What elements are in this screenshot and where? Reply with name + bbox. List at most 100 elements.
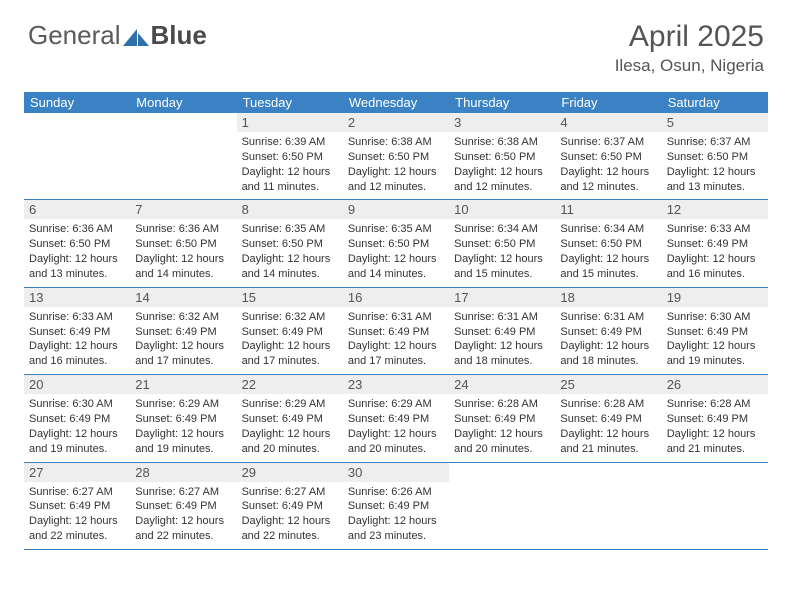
sunrise-text: Sunrise: 6:26 AM bbox=[348, 485, 444, 500]
sunrise-text: Sunrise: 6:27 AM bbox=[135, 485, 231, 500]
calendar-week: 27Sunrise: 6:27 AMSunset: 6:49 PMDayligh… bbox=[24, 463, 768, 550]
calendar-cell: .. bbox=[662, 463, 768, 549]
day-data: Sunrise: 6:34 AMSunset: 6:50 PMDaylight:… bbox=[555, 219, 661, 286]
day-number: 2 bbox=[343, 113, 449, 132]
sunrise-text: Sunrise: 6:30 AM bbox=[667, 310, 763, 325]
day-data: Sunrise: 6:31 AMSunset: 6:49 PMDaylight:… bbox=[343, 307, 449, 374]
sunrise-text: Sunrise: 6:38 AM bbox=[348, 135, 444, 150]
sunset-text: Sunset: 6:49 PM bbox=[560, 325, 656, 340]
sunset-text: Sunset: 6:49 PM bbox=[667, 237, 763, 252]
sunset-text: Sunset: 6:50 PM bbox=[242, 237, 338, 252]
logo: General Blue bbox=[28, 20, 207, 51]
sunrise-text: Sunrise: 6:30 AM bbox=[29, 397, 125, 412]
logo-text-general: General bbox=[28, 20, 121, 50]
calendar-cell: .. bbox=[130, 113, 236, 199]
daylight-text: Daylight: 12 hours and 14 minutes. bbox=[135, 252, 231, 282]
calendar-cell: 1Sunrise: 6:39 AMSunset: 6:50 PMDaylight… bbox=[237, 113, 343, 199]
sunrise-text: Sunrise: 6:36 AM bbox=[135, 222, 231, 237]
day-data: Sunrise: 6:39 AMSunset: 6:50 PMDaylight:… bbox=[237, 132, 343, 199]
sunrise-text: Sunrise: 6:27 AM bbox=[242, 485, 338, 500]
day-number: 22 bbox=[237, 375, 343, 394]
day-data: Sunrise: 6:33 AMSunset: 6:49 PMDaylight:… bbox=[24, 307, 130, 374]
day-data: Sunrise: 6:35 AMSunset: 6:50 PMDaylight:… bbox=[237, 219, 343, 286]
daylight-text: Daylight: 12 hours and 15 minutes. bbox=[560, 252, 656, 282]
calendar-cell: 22Sunrise: 6:29 AMSunset: 6:49 PMDayligh… bbox=[237, 375, 343, 461]
sunset-text: Sunset: 6:50 PM bbox=[454, 237, 550, 252]
sunset-text: Sunset: 6:49 PM bbox=[135, 499, 231, 514]
sunset-text: Sunset: 6:50 PM bbox=[560, 150, 656, 165]
sunrise-text: Sunrise: 6:33 AM bbox=[29, 310, 125, 325]
calendar-cell: 20Sunrise: 6:30 AMSunset: 6:49 PMDayligh… bbox=[24, 375, 130, 461]
sunset-text: Sunset: 6:49 PM bbox=[348, 325, 444, 340]
day-number: 21 bbox=[130, 375, 236, 394]
daylight-text: Daylight: 12 hours and 12 minutes. bbox=[348, 165, 444, 195]
daylight-text: Daylight: 12 hours and 15 minutes. bbox=[454, 252, 550, 282]
sunrise-text: Sunrise: 6:31 AM bbox=[454, 310, 550, 325]
day-number: 23 bbox=[343, 375, 449, 394]
daylight-text: Daylight: 12 hours and 23 minutes. bbox=[348, 514, 444, 544]
daylight-text: Daylight: 12 hours and 19 minutes. bbox=[29, 427, 125, 457]
calendar-cell: 8Sunrise: 6:35 AMSunset: 6:50 PMDaylight… bbox=[237, 200, 343, 286]
day-data: Sunrise: 6:29 AMSunset: 6:49 PMDaylight:… bbox=[130, 394, 236, 461]
col-wednesday: Wednesday bbox=[343, 92, 449, 113]
col-monday: Monday bbox=[130, 92, 236, 113]
daylight-text: Daylight: 12 hours and 20 minutes. bbox=[242, 427, 338, 457]
day-number: 6 bbox=[24, 200, 130, 219]
calendar-cell: 17Sunrise: 6:31 AMSunset: 6:49 PMDayligh… bbox=[449, 288, 555, 374]
day-data: Sunrise: 6:36 AMSunset: 6:50 PMDaylight:… bbox=[130, 219, 236, 286]
daylight-text: Daylight: 12 hours and 18 minutes. bbox=[560, 339, 656, 369]
calendar-cell: 21Sunrise: 6:29 AMSunset: 6:49 PMDayligh… bbox=[130, 375, 236, 461]
calendar-cell: .. bbox=[449, 463, 555, 549]
day-data: Sunrise: 6:27 AMSunset: 6:49 PMDaylight:… bbox=[130, 482, 236, 549]
sunrise-text: Sunrise: 6:31 AM bbox=[348, 310, 444, 325]
weeks-container: ....1Sunrise: 6:39 AMSunset: 6:50 PMDayl… bbox=[24, 113, 768, 550]
day-number: 7 bbox=[130, 200, 236, 219]
calendar-cell: 24Sunrise: 6:28 AMSunset: 6:49 PMDayligh… bbox=[449, 375, 555, 461]
day-number: 28 bbox=[130, 463, 236, 482]
calendar-cell: 14Sunrise: 6:32 AMSunset: 6:49 PMDayligh… bbox=[130, 288, 236, 374]
day-data: Sunrise: 6:30 AMSunset: 6:49 PMDaylight:… bbox=[662, 307, 768, 374]
sunset-text: Sunset: 6:50 PM bbox=[667, 150, 763, 165]
calendar: Sunday Monday Tuesday Wednesday Thursday… bbox=[24, 92, 768, 550]
day-data: Sunrise: 6:33 AMSunset: 6:49 PMDaylight:… bbox=[662, 219, 768, 286]
day-data: Sunrise: 6:29 AMSunset: 6:49 PMDaylight:… bbox=[237, 394, 343, 461]
location-text: Ilesa, Osun, Nigeria bbox=[615, 56, 764, 76]
day-number: 11 bbox=[555, 200, 661, 219]
daylight-text: Daylight: 12 hours and 21 minutes. bbox=[560, 427, 656, 457]
sunrise-text: Sunrise: 6:28 AM bbox=[667, 397, 763, 412]
calendar-cell: 9Sunrise: 6:35 AMSunset: 6:50 PMDaylight… bbox=[343, 200, 449, 286]
sunrise-text: Sunrise: 6:32 AM bbox=[135, 310, 231, 325]
sunrise-text: Sunrise: 6:34 AM bbox=[454, 222, 550, 237]
calendar-cell: .. bbox=[555, 463, 661, 549]
calendar-cell: 16Sunrise: 6:31 AMSunset: 6:49 PMDayligh… bbox=[343, 288, 449, 374]
logo-blue-word: Blue bbox=[151, 20, 207, 50]
sunrise-text: Sunrise: 6:28 AM bbox=[560, 397, 656, 412]
calendar-cell: 5Sunrise: 6:37 AMSunset: 6:50 PMDaylight… bbox=[662, 113, 768, 199]
daylight-text: Daylight: 12 hours and 22 minutes. bbox=[242, 514, 338, 544]
day-number: 17 bbox=[449, 288, 555, 307]
calendar-cell: 29Sunrise: 6:27 AMSunset: 6:49 PMDayligh… bbox=[237, 463, 343, 549]
calendar-cell: 11Sunrise: 6:34 AMSunset: 6:50 PMDayligh… bbox=[555, 200, 661, 286]
day-data: Sunrise: 6:35 AMSunset: 6:50 PMDaylight:… bbox=[343, 219, 449, 286]
daylight-text: Daylight: 12 hours and 22 minutes. bbox=[29, 514, 125, 544]
day-number: 25 bbox=[555, 375, 661, 394]
sunset-text: Sunset: 6:50 PM bbox=[348, 237, 444, 252]
sunset-text: Sunset: 6:49 PM bbox=[560, 412, 656, 427]
day-number: 29 bbox=[237, 463, 343, 482]
sunrise-text: Sunrise: 6:32 AM bbox=[242, 310, 338, 325]
day-data: Sunrise: 6:38 AMSunset: 6:50 PMDaylight:… bbox=[449, 132, 555, 199]
calendar-cell: 30Sunrise: 6:26 AMSunset: 6:49 PMDayligh… bbox=[343, 463, 449, 549]
sunset-text: Sunset: 6:49 PM bbox=[454, 325, 550, 340]
calendar-header-row: Sunday Monday Tuesday Wednesday Thursday… bbox=[24, 92, 768, 113]
sunrise-text: Sunrise: 6:37 AM bbox=[667, 135, 763, 150]
daylight-text: Daylight: 12 hours and 12 minutes. bbox=[560, 165, 656, 195]
sunset-text: Sunset: 6:49 PM bbox=[348, 412, 444, 427]
daylight-text: Daylight: 12 hours and 14 minutes. bbox=[348, 252, 444, 282]
calendar-cell: 27Sunrise: 6:27 AMSunset: 6:49 PMDayligh… bbox=[24, 463, 130, 549]
sunrise-text: Sunrise: 6:33 AM bbox=[667, 222, 763, 237]
day-data: Sunrise: 6:31 AMSunset: 6:49 PMDaylight:… bbox=[449, 307, 555, 374]
day-data: Sunrise: 6:37 AMSunset: 6:50 PMDaylight:… bbox=[662, 132, 768, 199]
day-data: Sunrise: 6:30 AMSunset: 6:49 PMDaylight:… bbox=[24, 394, 130, 461]
daylight-text: Daylight: 12 hours and 17 minutes. bbox=[135, 339, 231, 369]
calendar-cell: 4Sunrise: 6:37 AMSunset: 6:50 PMDaylight… bbox=[555, 113, 661, 199]
